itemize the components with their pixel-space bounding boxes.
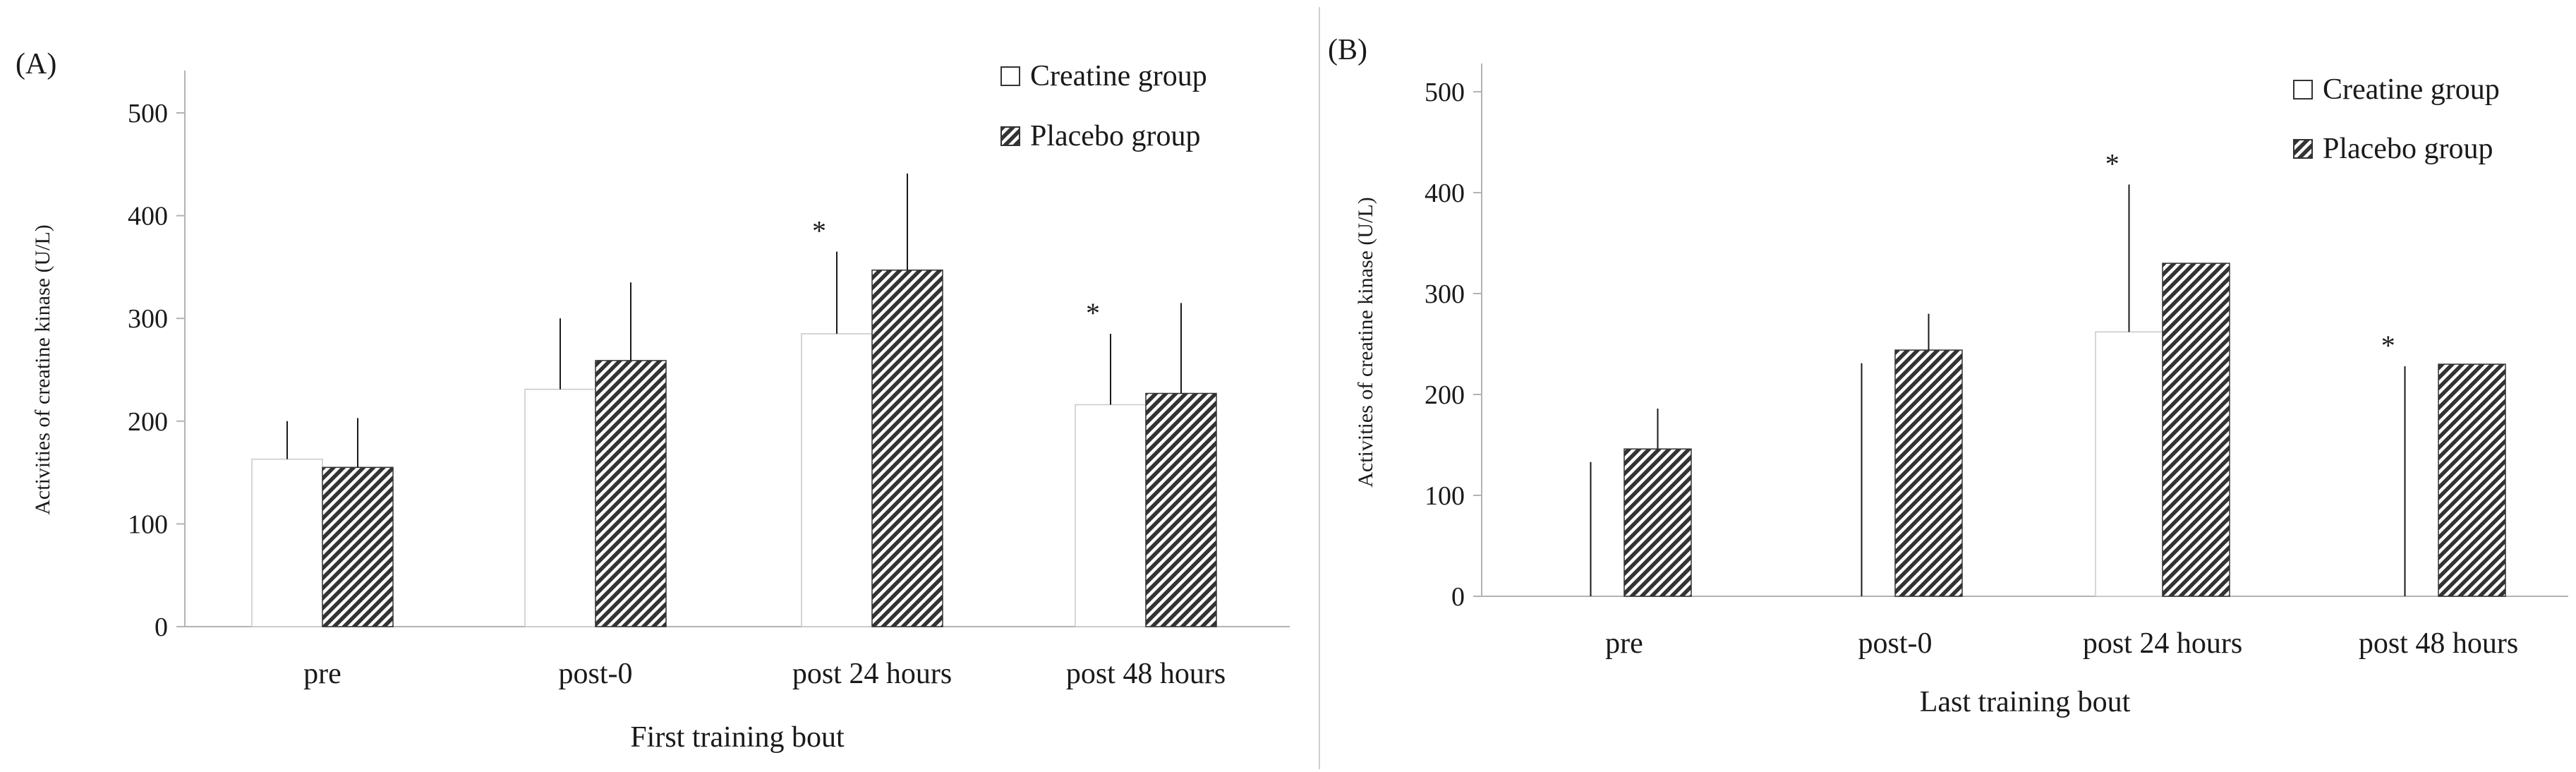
x-tick-label: post 24 hours — [792, 658, 952, 690]
bar-placebo — [2162, 263, 2230, 597]
x-tick-label: post 48 hours — [2359, 627, 2518, 660]
legend-swatch — [2293, 139, 2313, 159]
bar-placebo — [1145, 392, 1217, 627]
bar-placebo — [871, 270, 943, 627]
x-tick-label: post 48 hours — [1066, 658, 1226, 690]
x-tick-label: post 24 hours — [2083, 627, 2242, 660]
x-tick-label: pre — [303, 658, 341, 690]
y-axis-title: Activities of creatine kinase (U/L) — [1354, 197, 1377, 488]
x-tick-label: pre — [1605, 627, 1643, 660]
legend-swatch — [2293, 80, 2313, 99]
bar-placebo — [1623, 448, 1692, 597]
y-axis-title: Activities of creatine kinase (U/L) — [31, 224, 54, 515]
y-tick-label: 0 — [1451, 582, 1465, 612]
significance-marker: * — [2381, 330, 2395, 361]
bar-placebo — [322, 466, 394, 627]
legend-label: Placebo group — [1030, 120, 1200, 152]
y-tick-label: 400 — [1425, 179, 1465, 208]
y-tick-label: 100 — [128, 509, 168, 539]
y-tick-label: 500 — [1425, 78, 1465, 107]
significance-marker: * — [812, 215, 826, 247]
chart-panel-b: (B) 0 100 200 300 400 500 Activities of creatin… — [1328, 34, 2568, 718]
legend-label: Creatine group — [1030, 60, 1207, 92]
panel-label: (B) — [1328, 34, 1367, 66]
legend-label: Placebo group — [2323, 133, 2493, 165]
legend-swatch — [1000, 126, 1020, 146]
bar-creatine — [1075, 404, 1147, 627]
significance-marker: * — [2105, 148, 2120, 180]
y-tick-label: 300 — [1425, 279, 1465, 309]
bar-creatine — [801, 333, 873, 627]
bar-creatine — [2095, 331, 2163, 597]
x-tick-label: post-0 — [1858, 627, 1933, 660]
x-axis-title: Last training bout — [1920, 686, 2131, 718]
panel-label: (A) — [16, 48, 56, 80]
bar-placebo — [595, 360, 667, 627]
y-tick-label: 0 — [155, 613, 168, 642]
bar-placebo — [1894, 349, 1963, 597]
y-tick-label: 500 — [128, 99, 168, 128]
y-tick-label: 400 — [128, 202, 168, 231]
bar-creatine — [524, 388, 596, 627]
y-tick-label: 300 — [128, 304, 168, 334]
chart-panel-a: (A) 0 100 200 300 400 500 Activities of creatin… — [16, 48, 1290, 754]
significance-marker: * — [1086, 297, 1100, 329]
y-tick-label: 200 — [128, 407, 168, 437]
bar-placebo — [2438, 363, 2506, 597]
bar-creatine — [251, 458, 323, 627]
y-tick-label: 200 — [1425, 380, 1465, 410]
legend-swatch — [1000, 66, 1020, 86]
x-tick-label: post-0 — [559, 658, 633, 690]
y-tick-label: 100 — [1425, 481, 1465, 511]
x-axis-title: First training bout — [630, 721, 845, 754]
legend-label: Creatine group — [2323, 73, 2500, 106]
